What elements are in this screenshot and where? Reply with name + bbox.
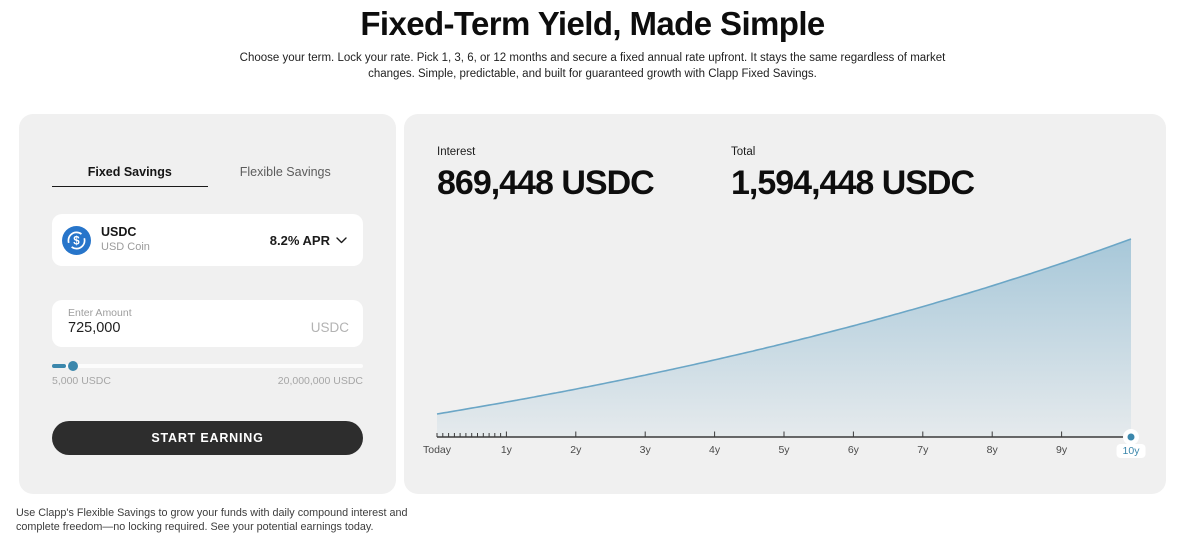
x-axis-label-4y[interactable]: 4y (709, 444, 721, 456)
interest-stat: Interest 869,448 USDC (437, 146, 655, 203)
page-footer-note: Use Clapp's Flexible Savings to grow you… (16, 507, 408, 534)
apr-value: 8.2% APR (270, 233, 347, 248)
amount-unit-label: USDC (310, 320, 349, 335)
svg-text:$: $ (73, 235, 80, 247)
slider-min-label: 5,000 USDC (52, 375, 111, 387)
x-axis-label-7y[interactable]: 7y (917, 444, 929, 456)
x-axis-label-9y[interactable]: 9y (1056, 444, 1068, 456)
slider-track[interactable] (52, 364, 363, 368)
slider-range-labels: 5,000 USDC 20,000,000 USDC (52, 375, 363, 387)
tab-fixed-savings[interactable]: Fixed Savings (52, 160, 208, 187)
chart-x-axis-labels: Today 1y 2y 3y 4y 5y 6y 7y 8y 9y 10y (404, 444, 1166, 460)
x-axis-label-3y[interactable]: 3y (639, 444, 651, 456)
asset-names: USDC USD Coin (101, 225, 270, 254)
x-axis-label-6y[interactable]: 6y (847, 444, 859, 456)
asset-symbol: USDC (101, 225, 137, 240)
total-stat: Total 1,594,448 USDC (731, 146, 975, 203)
term-marker-dot[interactable] (1127, 433, 1135, 441)
amount-slider[interactable] (52, 361, 363, 371)
chart-growth-line (436, 238, 1132, 415)
slider-fill (52, 364, 66, 368)
amount-input[interactable] (68, 319, 311, 336)
x-axis-label-10y[interactable]: 10y (1116, 444, 1146, 458)
page-title: Fixed-Term Yield, Made Simple (360, 5, 825, 42)
x-axis-label-5y[interactable]: 5y (778, 444, 790, 456)
calculator-card: Fixed Savings Flexible Savings $ USDC US… (19, 114, 396, 494)
total-value: 1,594,448 USDC (731, 164, 975, 202)
results-card: Interest 869,448 USDC Total 1,594,448 US… (404, 114, 1166, 494)
x-axis-label-today[interactable]: Today (422, 444, 452, 456)
total-label: Total (731, 146, 756, 158)
apr-label: 8.2% APR (269, 232, 330, 248)
slider-max-label: 20,000,000 USDC (277, 375, 363, 387)
slider-thumb[interactable] (68, 361, 78, 371)
chevron-down-icon (336, 236, 347, 243)
tab-flexible-savings[interactable]: Flexible Savings (239, 165, 331, 179)
interest-label: Interest (437, 146, 476, 158)
chart-axis-ticks (436, 431, 1063, 437)
interest-value: 869,448 USDC (437, 164, 655, 202)
x-axis-label-2y[interactable]: 2y (570, 444, 582, 456)
asset-apr-selector[interactable]: $ USDC USD Coin 8.2% APR (52, 214, 363, 266)
x-axis-label-1y[interactable]: 1y (500, 444, 512, 456)
savings-tabs: Fixed Savings Flexible Savings (52, 160, 363, 187)
asset-fullname: USD Coin (101, 240, 150, 253)
amount-field-label: Enter Amount (68, 307, 132, 319)
amount-field-container: Enter Amount USDC (52, 300, 363, 347)
chart-area-fill (437, 239, 1131, 437)
x-axis-label-8y[interactable]: 8y (986, 444, 998, 456)
start-earning-button[interactable]: START EARNING (52, 421, 363, 455)
page-subtitle: Choose your term. Lock your rate. Pick 1… (239, 52, 946, 81)
growth-area-chart (436, 238, 1139, 445)
usdc-coin-icon: $ (62, 225, 91, 255)
